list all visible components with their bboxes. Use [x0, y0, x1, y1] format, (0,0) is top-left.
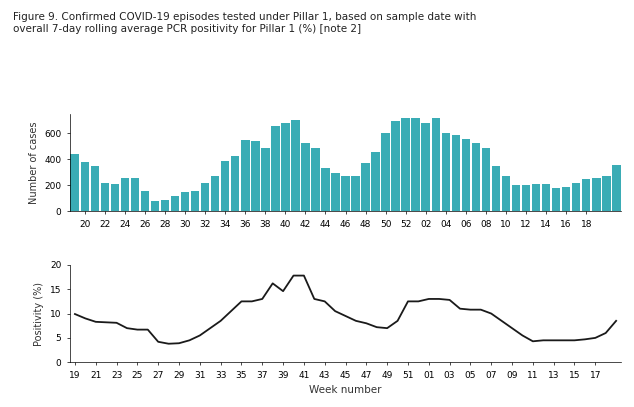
Bar — [492, 166, 500, 211]
Bar — [81, 162, 89, 211]
Bar — [241, 140, 250, 211]
Bar — [141, 190, 149, 211]
Bar — [101, 183, 109, 211]
Bar — [281, 123, 290, 211]
Bar — [341, 176, 350, 211]
Bar — [422, 123, 430, 211]
Bar — [181, 193, 190, 211]
Bar — [462, 139, 470, 211]
Bar — [271, 126, 280, 211]
Bar — [472, 142, 480, 211]
Bar — [120, 177, 129, 211]
Bar — [602, 176, 611, 211]
Bar — [372, 151, 380, 211]
Bar — [382, 133, 390, 211]
Bar — [592, 177, 600, 211]
Bar — [512, 185, 521, 211]
Bar — [432, 118, 440, 211]
Bar — [251, 141, 259, 211]
Bar — [552, 188, 560, 211]
Bar — [562, 187, 571, 211]
Bar — [482, 148, 490, 211]
Bar — [351, 176, 360, 211]
Bar — [361, 163, 370, 211]
Bar — [612, 164, 621, 211]
Bar — [201, 183, 209, 211]
Bar — [401, 118, 410, 211]
Bar — [261, 148, 269, 211]
Bar — [501, 176, 510, 211]
Bar — [321, 168, 330, 211]
Bar — [211, 176, 219, 211]
Bar — [171, 196, 179, 211]
Bar — [532, 184, 540, 211]
Bar — [331, 173, 340, 211]
Y-axis label: Positivity (%): Positivity (%) — [34, 282, 44, 346]
Bar — [301, 142, 309, 211]
Bar — [191, 190, 199, 211]
Bar — [451, 135, 460, 211]
Bar — [91, 166, 99, 211]
Bar — [291, 120, 300, 211]
Bar — [542, 184, 550, 211]
Text: Figure 9. Confirmed COVID-19 episodes tested under Pillar 1, based on sample dat: Figure 9. Confirmed COVID-19 episodes te… — [13, 12, 476, 34]
Bar — [311, 148, 320, 211]
X-axis label: Week number: Week number — [309, 385, 382, 395]
Bar — [151, 201, 159, 211]
Bar — [572, 183, 581, 211]
Bar — [70, 154, 79, 211]
Bar — [582, 179, 590, 211]
Bar — [221, 161, 230, 211]
Bar — [131, 178, 139, 211]
Bar — [231, 155, 240, 211]
Bar — [522, 185, 530, 211]
Bar — [441, 133, 450, 211]
Y-axis label: Number of cases: Number of cases — [29, 121, 39, 204]
Bar — [391, 121, 400, 211]
Bar — [411, 118, 420, 211]
Bar — [110, 184, 119, 211]
Bar — [161, 200, 169, 211]
